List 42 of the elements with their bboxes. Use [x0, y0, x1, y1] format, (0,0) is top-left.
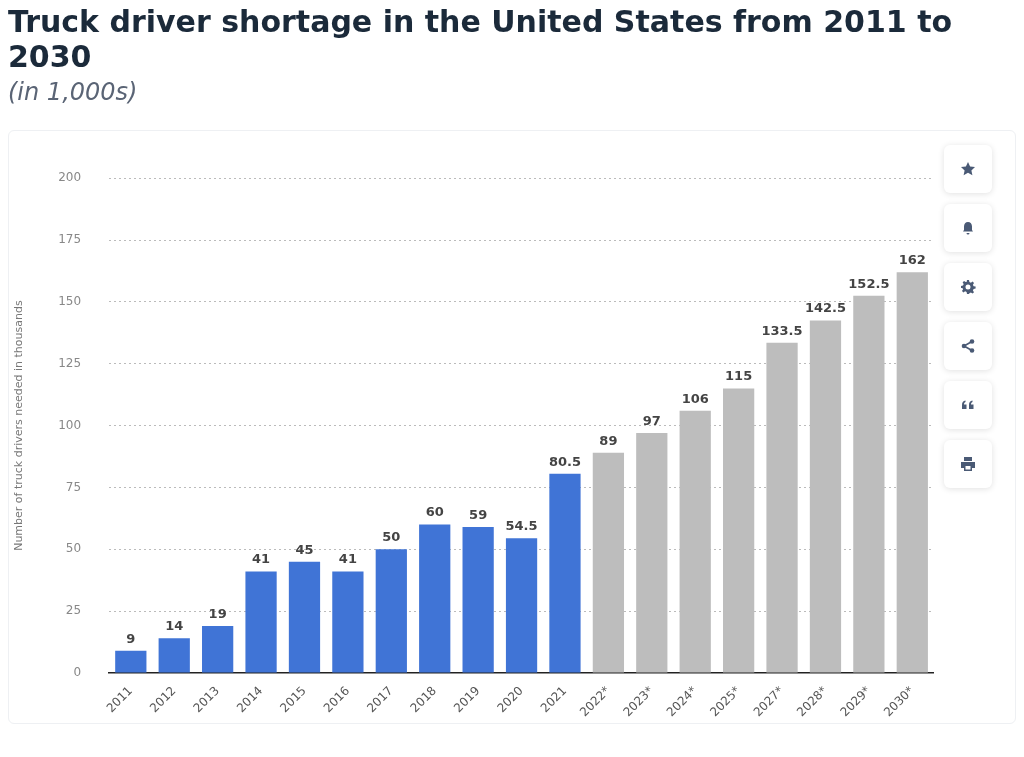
data-label: 115	[725, 368, 753, 384]
data-label: 142.5	[804, 300, 847, 316]
bar	[288, 561, 321, 673]
y-tick-label: 50	[65, 541, 82, 556]
y-tick-label: 150	[58, 294, 82, 309]
y-tick-label: 125	[58, 355, 82, 370]
y-tick-label: 25	[65, 603, 82, 618]
bar	[202, 625, 234, 673]
bar	[462, 527, 494, 673]
bar	[245, 571, 277, 673]
bar	[505, 538, 538, 673]
chart-subtitle: (in 1,000s)	[8, 78, 139, 106]
y-axis-title: Number of truck drivers needed in thousands	[12, 300, 26, 551]
data-label: 60	[425, 504, 444, 520]
data-label: 106	[681, 390, 709, 406]
data-label: 59	[469, 506, 488, 522]
bar	[419, 524, 451, 673]
y-tick-label: 75	[65, 479, 82, 494]
data-label: 54.5	[505, 518, 538, 534]
data-label: 152.5	[848, 275, 890, 291]
data-label: 9	[126, 630, 136, 646]
y-tick-label: 100	[58, 417, 82, 432]
data-label: 89	[599, 432, 618, 448]
data-label: 45	[295, 541, 314, 557]
data-label: 133.5	[761, 322, 803, 338]
bar	[158, 638, 190, 673]
data-label: 41	[252, 551, 271, 567]
chart-title: Truck driver shortage in the United States from 2011 to 2030	[8, 4, 954, 74]
bar	[549, 473, 581, 673]
data-label: 14	[165, 618, 184, 634]
y-tick-label: 175	[58, 232, 82, 247]
data-label: 19	[208, 605, 227, 621]
y-tick-label: 200	[58, 170, 82, 185]
y-tick-label: 0	[73, 665, 82, 680]
data-label: 50	[382, 529, 401, 545]
data-label: 162	[898, 252, 926, 268]
data-label: 41	[338, 551, 357, 567]
data-label: 97	[642, 412, 661, 428]
bar	[115, 650, 147, 673]
bar	[375, 549, 407, 673]
data-label: 80.5	[548, 453, 582, 469]
bar	[332, 571, 364, 673]
